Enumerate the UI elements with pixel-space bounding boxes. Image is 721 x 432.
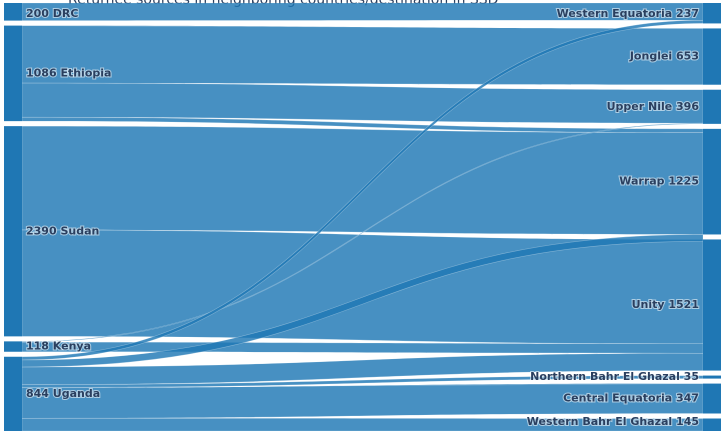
node-label-ken: 118 Kenya — [26, 340, 91, 353]
node-label-upn: Upper Nile 396 — [607, 100, 700, 113]
node-label-eth: 1086 Ethiopia — [26, 66, 111, 79]
sankey-node-drc — [4, 3, 22, 21]
sankey-link-eth-jon — [21, 25, 704, 86]
sankey-node-sud — [4, 126, 22, 337]
node-label-uni: Unity 1521 — [632, 298, 699, 311]
node-label-drc: 200 DRC — [26, 7, 78, 20]
sankey-node-eth — [4, 25, 22, 122]
sankey-node-ceq — [703, 383, 721, 414]
sankey-node-war — [703, 128, 721, 235]
sankey-link-uga-uni — [21, 352, 704, 385]
node-label-wbg: Western Bahr El Ghazal 145 — [527, 415, 699, 428]
node-label-nbg: Northern Bahr El Ghazal 35 — [530, 370, 699, 383]
sankey-links — [21, 2, 704, 432]
node-label-uga: 844 Uganda — [26, 387, 100, 400]
sankey-nodes — [4, 3, 721, 431]
node-label-war: Warrap 1225 — [619, 175, 699, 188]
sankey-node-uni — [703, 239, 721, 371]
sankey-node-upn — [703, 89, 721, 124]
node-label-jon: Jonglei 653 — [629, 50, 699, 63]
sankey-link-eth-upn — [21, 82, 704, 124]
node-label-weq: Western Equatoria 237 — [557, 7, 699, 20]
sankey-node-nbg — [703, 375, 721, 379]
sankey-node-wbg — [703, 418, 721, 431]
sankey-link-sud-war — [21, 125, 704, 235]
sankey-node-jon — [703, 28, 721, 85]
sankey-node-weq — [703, 3, 721, 24]
sankey-link-sud-uni — [21, 229, 704, 345]
sankey-node-uga — [4, 356, 22, 431]
node-label-sud: 2390 Sudan — [26, 224, 99, 237]
sankey-labels: 200 DRC 1086 Ethiopia 2390 Sudan 118 Kenya 8… — [25, 6, 700, 429]
sankey-node-ken — [4, 341, 22, 352]
node-label-ceq: Central Equatoria 347 — [563, 392, 699, 405]
